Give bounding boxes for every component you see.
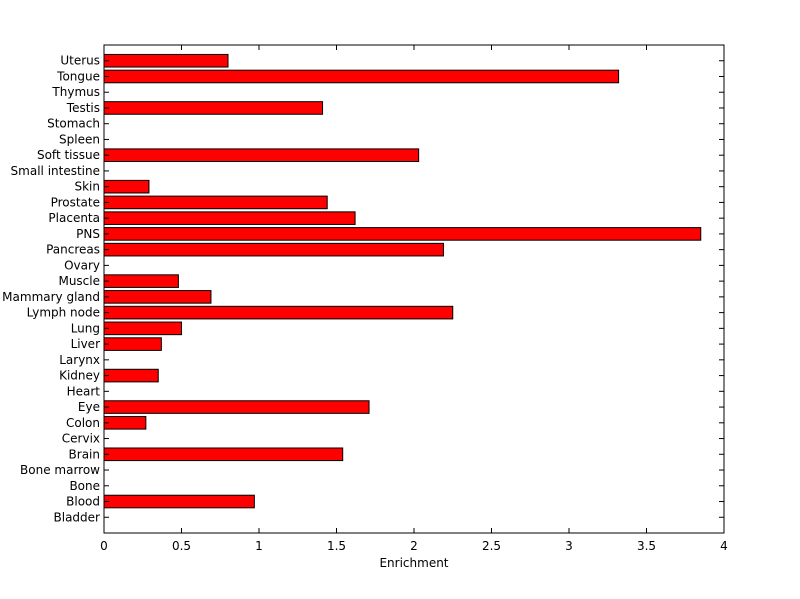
y-category-label: Larynx — [59, 353, 100, 367]
y-category-label: Colon — [66, 416, 100, 430]
bar-brain — [103, 447, 344, 462]
y-category-label: Skin — [74, 180, 100, 194]
bar-uterus — [103, 53, 229, 68]
y-category-label: Stomach — [47, 117, 100, 131]
x-tick-label: 4 — [720, 539, 728, 553]
x-tick-label: 0 — [100, 539, 108, 553]
y-category-label: Lung — [71, 321, 100, 335]
y-category-label: Thymus — [51, 85, 100, 99]
y-category-label: Kidney — [59, 369, 100, 383]
y-category-label: Brain — [69, 447, 100, 461]
y-category-label: Uterus — [60, 54, 100, 68]
y-category-label: Liver — [71, 337, 101, 351]
y-category-label: Pancreas — [46, 243, 100, 257]
y-category-label: Spleen — [59, 132, 100, 146]
y-category-label: Muscle — [58, 274, 100, 288]
bar-soft-tissue — [103, 148, 420, 162]
y-category-label: Placenta — [48, 211, 100, 225]
y-category-label: Bone marrow — [20, 463, 100, 477]
bar-placenta — [103, 211, 356, 225]
y-category-label: Testis — [66, 101, 100, 115]
bar-skin — [103, 179, 150, 194]
x-tick-label: 3 — [565, 539, 573, 553]
bar-eye — [103, 400, 370, 414]
bar-lymph-node — [103, 305, 454, 320]
bar-tongue — [103, 69, 620, 84]
y-category-label: Blood — [66, 495, 100, 509]
y-category-label: Heart — [67, 384, 101, 398]
y-category-label: Eye — [78, 400, 100, 414]
bar-blood — [103, 494, 255, 509]
x-tick-label: 2.5 — [482, 539, 501, 553]
y-category-label: Ovary — [64, 258, 100, 272]
bar-mammary-gland — [103, 290, 212, 304]
y-category-label: Bladder — [54, 510, 101, 524]
bar-muscle — [103, 274, 179, 288]
y-category-label: Lymph node — [27, 306, 100, 320]
y-category-label: Small intestine — [11, 164, 100, 178]
bars-group — [103, 53, 702, 509]
y-category-label: Tongue — [56, 69, 100, 83]
y-category-label: Soft tissue — [37, 148, 100, 162]
bar-colon — [103, 416, 147, 430]
x-tick-label: 0.5 — [172, 539, 191, 553]
bar-liver — [103, 337, 162, 351]
y-category-label: Prostate — [51, 195, 100, 209]
bar-kidney — [103, 368, 159, 383]
y-category-label: Bone — [69, 479, 100, 493]
bar-prostate — [103, 195, 328, 210]
x-tick-label: 1.5 — [327, 539, 346, 553]
bar-testis — [103, 101, 324, 115]
bar-lung — [103, 321, 182, 336]
x-tick-label: 1 — [255, 539, 263, 553]
y-category-label: Cervix — [62, 432, 100, 446]
y-category-label: PNS — [76, 227, 100, 241]
bar-pns — [103, 227, 702, 241]
x-tick-label: 3.5 — [637, 539, 656, 553]
x-ticks-group: 0 0.5 1 1.5 2 2.5 3 3.5 4 — [100, 45, 728, 553]
x-axis-label: Enrichment — [379, 556, 448, 570]
y-category-label: Mammary gland — [2, 290, 100, 304]
x-tick-label: 2 — [410, 539, 418, 553]
bar-pancreas — [103, 242, 444, 257]
